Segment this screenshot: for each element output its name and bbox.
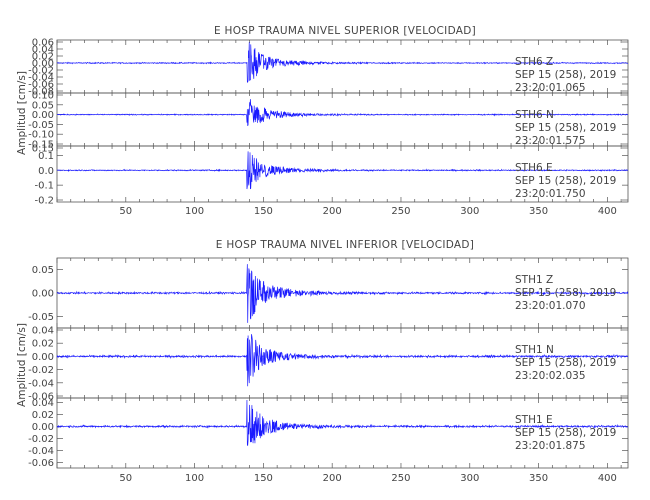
x-tick-label: 150 — [254, 206, 273, 217]
x-tick-label: 400 — [598, 206, 617, 217]
y-tick-label: 0.15 — [32, 144, 54, 155]
y-tick-label: 0.05 — [32, 100, 54, 111]
waveform-trace — [56, 151, 629, 190]
date-label: SEP 15 (258), 2019 — [515, 122, 616, 134]
y-tick-label: -0.02 — [28, 66, 54, 77]
y-tick-label: 0.04 — [32, 45, 54, 56]
waveform-trace — [56, 264, 629, 323]
waveform-trace — [56, 99, 629, 127]
x-tick-label: 300 — [460, 473, 479, 484]
y-tick-label: -0.05 — [28, 312, 54, 323]
plot-title-superior: E HOSP TRAUMA NIVEL SUPERIOR [VELOCIDAD] — [214, 25, 476, 37]
time-label: 23:20:02.035 — [515, 370, 586, 382]
y-tick-label: -0.10 — [28, 130, 54, 141]
x-tick-label: 50 — [119, 206, 132, 217]
y-tick-label: 0.10 — [32, 91, 54, 102]
x-tick-label: 150 — [254, 473, 273, 484]
time-label: 23:20:01.065 — [515, 82, 586, 94]
y-tick-label: -0.04 — [28, 73, 54, 84]
station-label: STH1 Z — [515, 274, 553, 286]
y-tick-label: 0.02 — [32, 410, 54, 421]
x-tick-label: 350 — [529, 206, 548, 217]
y-tick-label: 0.05 — [32, 265, 54, 276]
y-tick-label: -0.06 — [28, 458, 54, 469]
y-tick-label: -0.04 — [28, 378, 54, 389]
station-label: STH6 E — [515, 162, 553, 174]
y-tick-label: -0.02 — [28, 434, 54, 445]
plot-area-superior: 50 100 150 200 250 300 350 4000.060.040.020.00-… — [28, 38, 629, 217]
plot-title-inferior: E HOSP TRAUMA NIVEL INFERIOR [VELOCIDAD] — [216, 239, 474, 251]
x-tick-label: 100 — [185, 473, 204, 484]
date-label: SEP 15 (258), 2019 — [515, 427, 616, 439]
x-tick-label: 100 — [185, 206, 204, 217]
time-label: 23:20:01.750 — [515, 188, 586, 200]
station-label: STH1 N — [515, 344, 554, 356]
x-tick-label: 200 — [323, 206, 342, 217]
time-label: 23:20:01.875 — [515, 440, 586, 452]
time-label: 23:20:01.070 — [515, 300, 586, 312]
x-tick-label: 400 — [598, 473, 617, 484]
y-tick-label: 0.0 — [38, 166, 54, 177]
y-tick-label: -0.04 — [28, 446, 54, 457]
y-axis-label-inferior: Amplitud [cm/s] — [16, 323, 28, 407]
waveform-trace — [56, 334, 629, 387]
y-tick-label: -0.06 — [28, 392, 54, 403]
y-tick-label: 0.00 — [32, 59, 54, 70]
y-tick-label: 0.02 — [32, 339, 54, 350]
waveform-trace — [56, 42, 629, 83]
x-tick-label: 250 — [391, 473, 410, 484]
station-label: STH6 Z — [515, 56, 553, 68]
y-tick-label: -0.2 — [34, 196, 54, 207]
trace-panel-sth6-z: 0.060.040.020.00-0.02-0.04-0.06-0.08 STH6… — [28, 38, 629, 98]
x-tick-label: 300 — [460, 206, 479, 217]
y-tick-label: -0.08 — [28, 87, 54, 98]
y-tick-label: 0.1 — [38, 151, 54, 162]
x-tick-label: 200 — [323, 473, 342, 484]
y-tick-label: 0.00 — [32, 422, 54, 433]
panel-frame — [56, 145, 629, 203]
date-label: SEP 15 (258), 2019 — [515, 287, 616, 299]
y-axis-label-superior: Amplitud [cm/s] — [16, 71, 28, 155]
y-tick-label: -0.02 — [28, 365, 54, 376]
date-label: SEP 15 (258), 2019 — [515, 357, 616, 369]
plot-inferior: E HOSP TRAUMA NIVEL INFERIOR [VELOCIDAD]… — [16, 239, 629, 484]
y-tick-label: 0.06 — [32, 38, 54, 49]
y-tick-label: -0.1 — [34, 181, 54, 192]
x-tick-label: 250 — [391, 206, 410, 217]
date-label: SEP 15 (258), 2019 — [515, 69, 616, 81]
x-tick-label: 50 — [119, 473, 132, 484]
station-label: STH6 N — [515, 109, 554, 121]
waveform-trace — [56, 399, 629, 446]
y-tick-label: 0.04 — [32, 398, 54, 409]
time-label: 23:20:01.575 — [515, 135, 586, 147]
y-tick-label: 0.04 — [32, 326, 54, 337]
station-label: STH1 E — [515, 414, 553, 426]
x-tick-label: 350 — [529, 473, 548, 484]
plot-area-inferior: 50 100 150 200 250 300 350 400 0.05 0.00 -0.05 STH1… — [28, 257, 629, 484]
y-tick-label: 0.02 — [32, 52, 54, 63]
y-tick-label: 0.00 — [32, 289, 54, 300]
y-tick-label: 0.00 — [32, 352, 54, 363]
y-tick-label: 0.00 — [32, 110, 54, 121]
y-tick-label: -0.15 — [28, 140, 54, 151]
plot-superior: E HOSP TRAUMA NIVEL SUPERIOR [VELOCIDAD]… — [16, 25, 629, 217]
panel-frame — [56, 397, 629, 469]
date-label: SEP 15 (258), 2019 — [515, 175, 616, 187]
y-tick-label: -0.05 — [28, 120, 54, 131]
y-tick-label: -0.06 — [28, 80, 54, 91]
